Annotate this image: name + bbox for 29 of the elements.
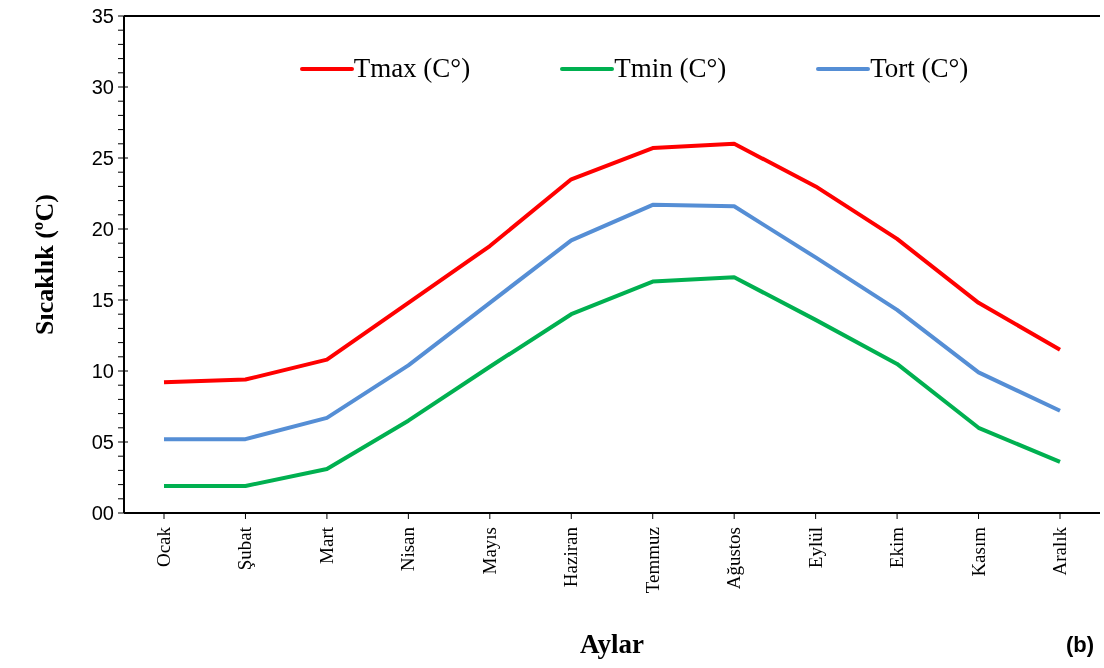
text: (b) bbox=[1065, 632, 1094, 658]
line-series bbox=[162, 141, 1062, 385]
legend-label: Tort (C°) bbox=[870, 53, 969, 84]
x-tick-label: Haziran bbox=[560, 526, 582, 588]
x-tick-label: Mart bbox=[315, 526, 337, 564]
line-series bbox=[162, 202, 1062, 442]
line-series bbox=[162, 275, 1062, 489]
x-tick-label: Kasım bbox=[967, 526, 989, 577]
x-tick-label: Şubat bbox=[234, 526, 256, 571]
x-tick-label: Temmuz bbox=[641, 527, 663, 594]
y-tick-label: 35 bbox=[91, 5, 114, 27]
x-axis-title: Aylar bbox=[580, 629, 644, 659]
y-tick-label: 15 bbox=[91, 289, 114, 311]
y-tick-label: 30 bbox=[91, 76, 114, 98]
x-tick-label: Ekim bbox=[886, 526, 908, 569]
y-tick-label: 10 bbox=[91, 360, 114, 382]
x-tick-label: Ağustos bbox=[723, 527, 745, 590]
y-tick-label: 20 bbox=[91, 218, 114, 240]
x-tick-label: Nisan bbox=[397, 526, 419, 572]
legend-label: Tmin (C°) bbox=[614, 53, 727, 84]
x-tick-label: Ocak bbox=[153, 526, 174, 568]
y-tick-label: 05 bbox=[91, 431, 114, 453]
y-tick-label: 00 bbox=[91, 502, 114, 524]
x-tick-label: Mayıs bbox=[478, 527, 500, 575]
x-tick-label: Aralık bbox=[1049, 526, 1070, 576]
y-axis-title: Sıcaklık (ºC) bbox=[30, 194, 60, 335]
x-tick-label: Eylül bbox=[804, 527, 826, 569]
legend-label: Tmax (C°) bbox=[353, 53, 471, 84]
y-tick-label: 25 bbox=[91, 147, 114, 169]
